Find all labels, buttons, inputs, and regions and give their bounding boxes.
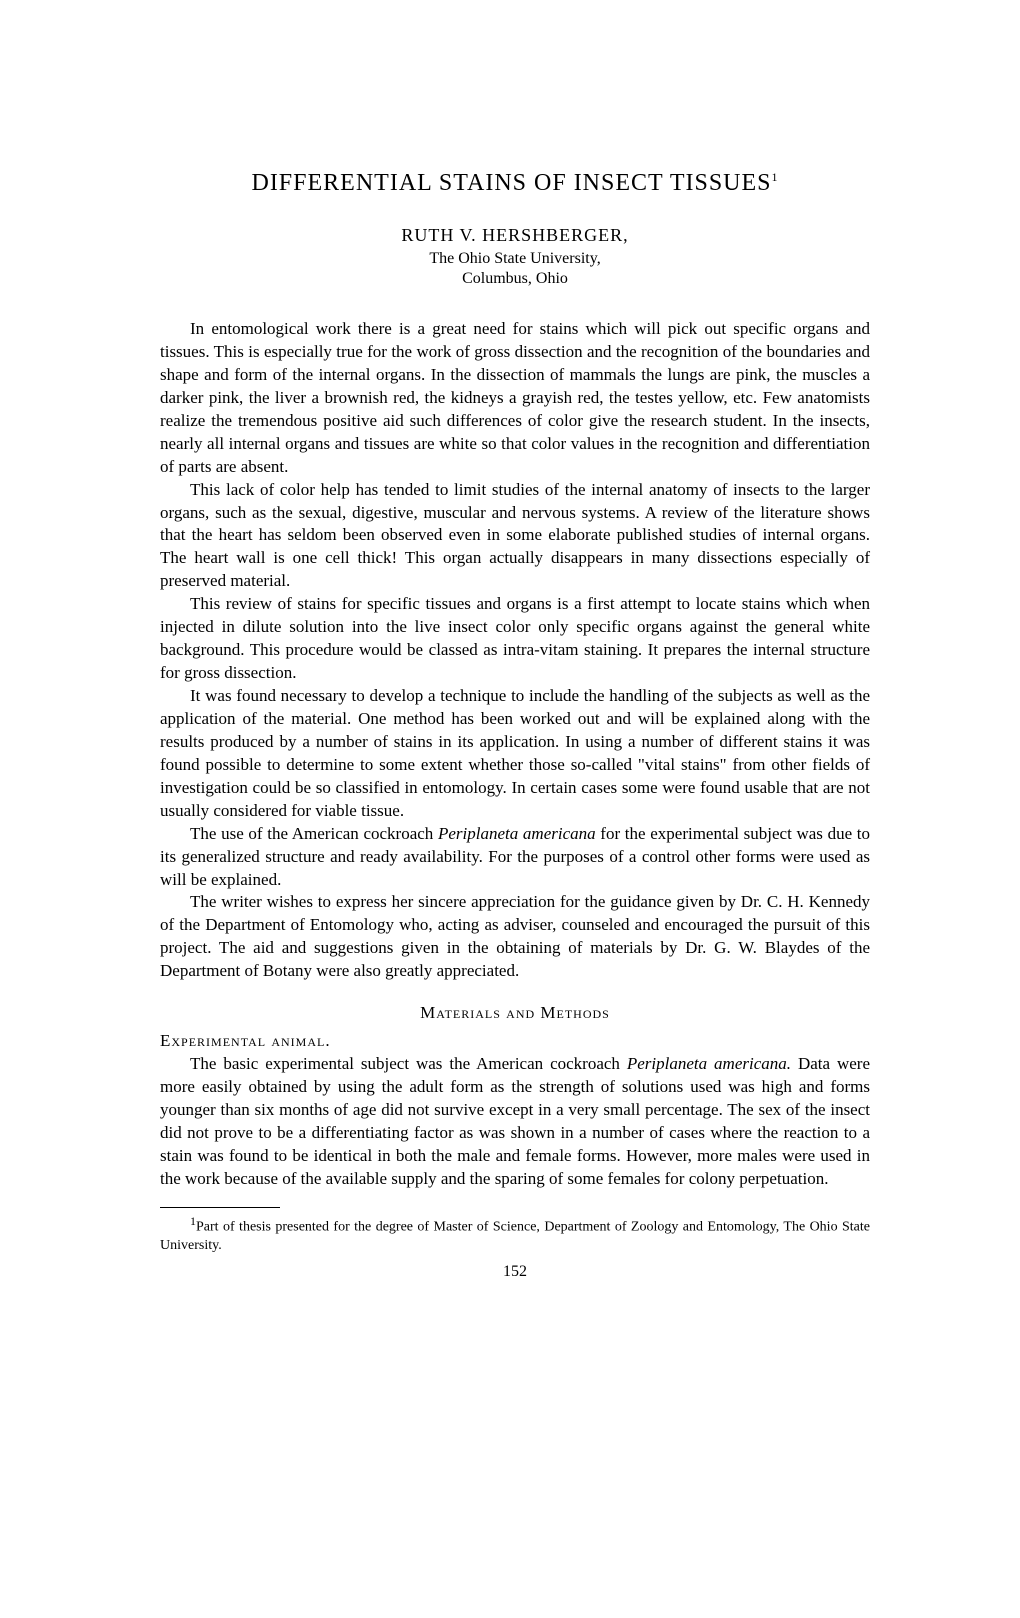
footnote-text: Part of thesis presented for the degree … bbox=[160, 1219, 870, 1252]
body-text: The use of the American cockroach bbox=[190, 824, 438, 843]
body-text: The basic experimental subject was the A… bbox=[190, 1054, 627, 1073]
body-text: Data were more easily obtained by using … bbox=[160, 1054, 870, 1188]
author-name: RUTH V. HERSHBERGER, bbox=[160, 225, 870, 246]
author-affiliation: The Ohio State University, bbox=[160, 250, 870, 268]
experimental-paragraph: The basic experimental subject was the A… bbox=[160, 1053, 870, 1191]
subsection-heading: Experimental animal. bbox=[160, 1031, 870, 1051]
species-name: Periplaneta americana bbox=[438, 824, 596, 843]
footnote: 1Part of thesis presented for the degree… bbox=[160, 1214, 870, 1255]
species-name: Periplaneta americana. bbox=[627, 1054, 791, 1073]
paper-title: DIFFERENTIAL STAINS OF INSECT TISSUES1 bbox=[160, 170, 870, 197]
body-paragraph: The use of the American cockroach Peripl… bbox=[160, 823, 870, 892]
author-location: Columbus, Ohio bbox=[160, 270, 870, 288]
page-number: 152 bbox=[160, 1263, 870, 1281]
footnote-separator bbox=[160, 1207, 280, 1208]
title-text: DIFFERENTIAL STAINS OF INSECT TISSUES bbox=[251, 170, 771, 196]
section-heading: Materials and Methods bbox=[160, 1003, 870, 1023]
body-paragraph: This lack of color help has tended to li… bbox=[160, 479, 870, 594]
page-content: DIFFERENTIAL STAINS OF INSECT TISSUES1 R… bbox=[0, 0, 1020, 1361]
body-paragraph: The writer wishes to express her sincere… bbox=[160, 891, 870, 983]
title-footnote-marker: 1 bbox=[772, 170, 779, 184]
body-paragraph: This review of stains for specific tissu… bbox=[160, 593, 870, 685]
body-paragraph: It was found necessary to develop a tech… bbox=[160, 685, 870, 823]
body-paragraph: In entomological work there is a great n… bbox=[160, 318, 870, 479]
